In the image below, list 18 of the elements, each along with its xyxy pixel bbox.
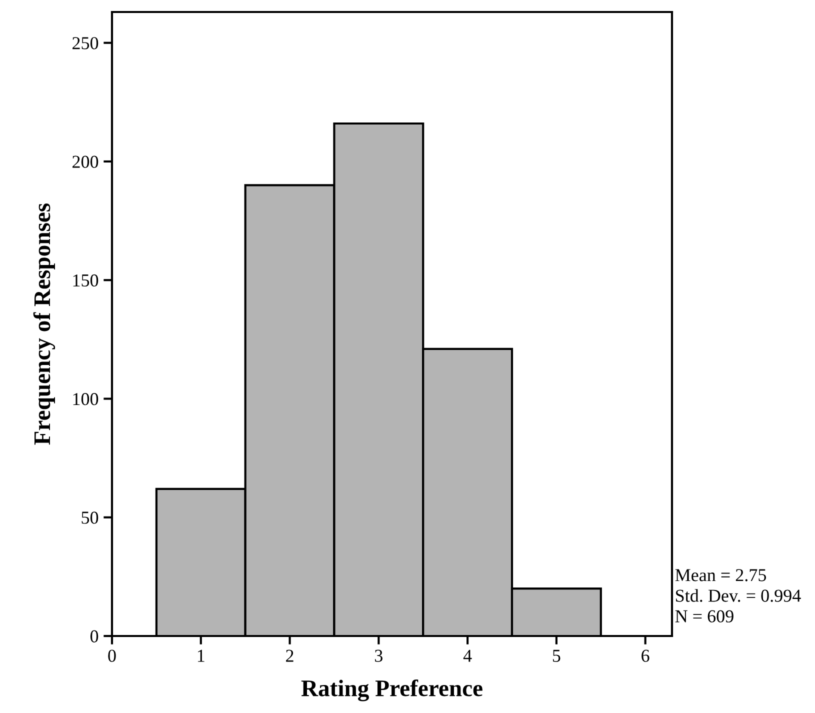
text: Mean = 2.75 xyxy=(675,569,766,582)
y-tick-label: 200 xyxy=(72,156,98,168)
x-tick-label: 0 xyxy=(108,650,116,662)
text: Std. Dev. = 0.994 xyxy=(676,589,801,602)
x-tick-label: 6 xyxy=(642,650,650,662)
x-tick-label: 5 xyxy=(552,650,560,662)
x-tick-label: 4 xyxy=(463,650,472,662)
y-tick-label: 250 xyxy=(72,37,98,50)
y-axis-title: Frequency of Responses xyxy=(33,203,56,445)
y-tick-label: 50 xyxy=(82,512,98,524)
y-tick-label: 0 xyxy=(90,630,98,642)
text: N = 609 xyxy=(675,610,734,622)
x-tick-label: 1 xyxy=(198,650,204,662)
y-tick-label: 100 xyxy=(73,392,98,406)
y-tick-label: 150 xyxy=(73,274,98,287)
x-tick-label: 2 xyxy=(286,650,294,662)
x-axis-title: Rating Preference xyxy=(301,679,482,702)
x-tick-label: 3 xyxy=(375,650,382,662)
